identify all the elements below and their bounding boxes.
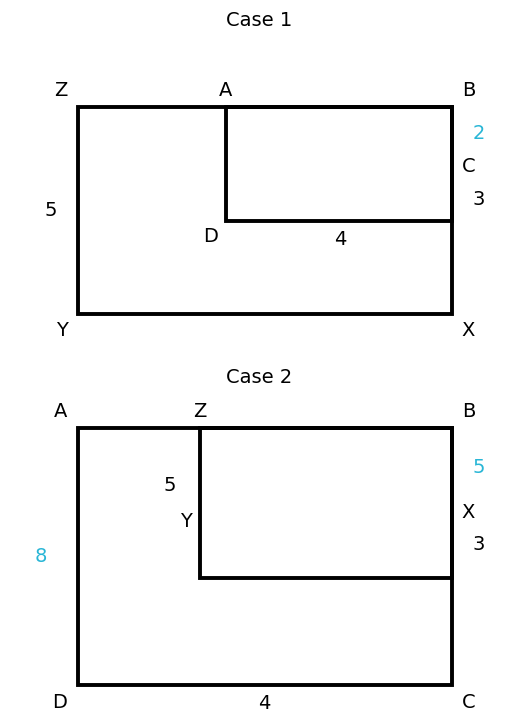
Text: B: B: [462, 81, 475, 100]
Text: D: D: [52, 693, 67, 712]
Text: D: D: [203, 227, 218, 246]
Text: X: X: [462, 503, 475, 522]
Text: 2: 2: [472, 124, 485, 144]
Text: C: C: [462, 156, 475, 176]
Text: Y: Y: [180, 513, 192, 531]
Text: 3: 3: [472, 191, 485, 209]
Text: 4: 4: [258, 694, 271, 713]
Text: 5: 5: [472, 458, 485, 477]
Text: Case 2: Case 2: [226, 368, 293, 387]
Text: 4: 4: [334, 230, 346, 249]
Text: Z: Z: [54, 81, 67, 100]
Bar: [226, 107, 452, 221]
Text: 5: 5: [164, 476, 176, 495]
Text: 8: 8: [34, 548, 47, 566]
Text: 3: 3: [472, 535, 485, 554]
Text: B: B: [462, 402, 475, 421]
Text: Z: Z: [193, 402, 207, 421]
Bar: [78, 428, 452, 685]
Text: A: A: [54, 402, 67, 421]
Text: 5: 5: [45, 201, 57, 220]
Text: C: C: [462, 693, 475, 712]
Text: Case 1: Case 1: [226, 11, 293, 30]
Text: X: X: [462, 321, 475, 341]
Text: A: A: [219, 81, 233, 100]
Bar: [78, 107, 452, 314]
Bar: [200, 428, 452, 578]
Text: Y: Y: [56, 321, 67, 341]
